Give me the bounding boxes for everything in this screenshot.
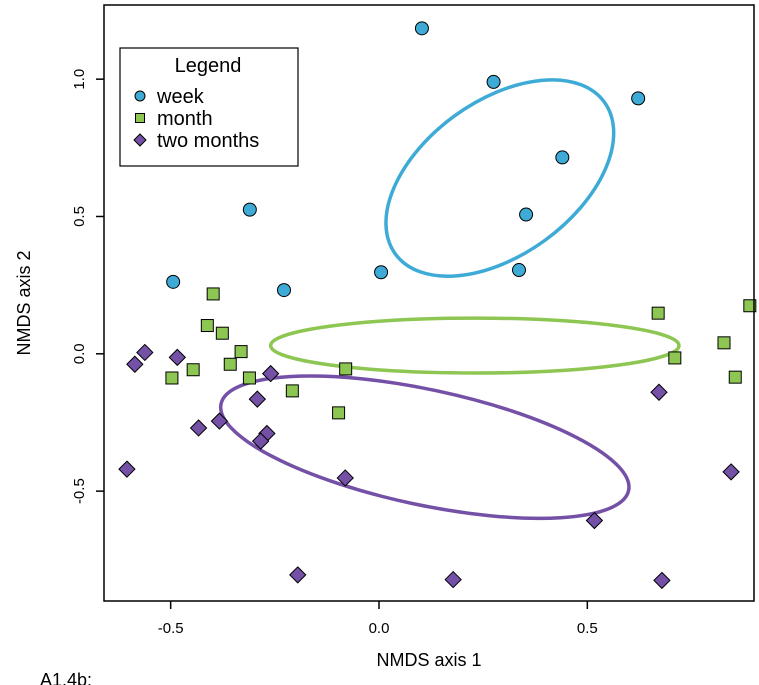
point-month-13 bbox=[717, 336, 731, 350]
point-week-0 bbox=[414, 21, 429, 36]
point-two-months-2 bbox=[168, 348, 187, 367]
point-two-months-1 bbox=[136, 343, 154, 362]
point-two-months-11 bbox=[650, 383, 668, 401]
y-axis: -0.5 0.0 0.5 1.0 bbox=[71, 69, 104, 504]
legend-label-week: week bbox=[156, 86, 205, 108]
point-two-months-0 bbox=[126, 355, 144, 373]
y-tick-label: 1.0 bbox=[71, 69, 88, 90]
legend-marker-two-months bbox=[133, 133, 147, 147]
point-month-2 bbox=[215, 326, 229, 340]
point-two-months-15 bbox=[444, 570, 462, 589]
y-tick-label: -0.5 bbox=[71, 478, 88, 504]
point-month-15 bbox=[728, 370, 742, 384]
y-tick-label: 0.0 bbox=[71, 343, 88, 364]
point-month-7 bbox=[165, 371, 179, 385]
point-week-1 bbox=[486, 74, 501, 89]
point-week-5 bbox=[519, 207, 534, 222]
y-axis-label: NMDS axis 2 bbox=[14, 250, 34, 355]
point-two-months-10 bbox=[336, 469, 354, 487]
legend-title: Legend bbox=[175, 55, 242, 77]
point-week-6 bbox=[512, 263, 526, 278]
point-month-5 bbox=[186, 363, 200, 377]
point-two-months-4 bbox=[248, 390, 267, 408]
point-two-months-13 bbox=[585, 511, 604, 530]
point-two-months-16 bbox=[653, 571, 671, 590]
point-month-3 bbox=[234, 345, 248, 359]
panel-caption: A1.4b: bbox=[40, 670, 92, 685]
legend-marker-week bbox=[134, 90, 146, 102]
point-week-2 bbox=[631, 91, 646, 106]
point-week-4 bbox=[242, 202, 257, 217]
ellipse-week bbox=[384, 78, 616, 278]
point-month-0 bbox=[206, 287, 220, 301]
point-two-months-8 bbox=[251, 432, 270, 450]
point-month-11 bbox=[651, 306, 665, 320]
point-two-months-5 bbox=[210, 412, 229, 430]
point-month-14 bbox=[668, 351, 682, 365]
point-week-9 bbox=[277, 283, 291, 298]
point-week-8 bbox=[166, 274, 181, 289]
point-two-months-3 bbox=[261, 364, 280, 383]
point-month-12 bbox=[743, 299, 757, 313]
legend-marker-month bbox=[135, 113, 145, 123]
x-axis-label: NMDS axis 1 bbox=[376, 650, 481, 670]
point-week-7 bbox=[374, 265, 389, 280]
point-month-9 bbox=[339, 362, 353, 376]
point-two-months-6 bbox=[189, 419, 208, 437]
point-week-3 bbox=[555, 150, 570, 165]
point-month-10 bbox=[332, 406, 346, 420]
legend-label-month: month bbox=[157, 108, 213, 130]
legend-label-two-months: two months bbox=[157, 130, 259, 152]
legend-box bbox=[119, 47, 299, 167]
x-tick-label: 0.0 bbox=[369, 620, 390, 637]
ellipse-layer bbox=[218, 78, 681, 521]
point-month-6 bbox=[242, 371, 256, 385]
point-layer bbox=[118, 21, 757, 590]
point-month-4 bbox=[223, 357, 237, 371]
point-two-months-12 bbox=[722, 463, 740, 481]
x-tick-label: -0.5 bbox=[158, 620, 184, 637]
x-tick-label: 0.5 bbox=[577, 620, 598, 637]
y-tick-label: 0.5 bbox=[71, 206, 88, 227]
point-two-months-14 bbox=[289, 566, 307, 584]
ellipse-two-months bbox=[218, 374, 631, 521]
point-two-months-9 bbox=[118, 460, 136, 478]
ellipse-month bbox=[268, 316, 681, 375]
x-axis: -0.5 0.0 0.5 bbox=[158, 600, 598, 637]
point-month-8 bbox=[285, 384, 299, 398]
point-month-1 bbox=[200, 319, 214, 333]
